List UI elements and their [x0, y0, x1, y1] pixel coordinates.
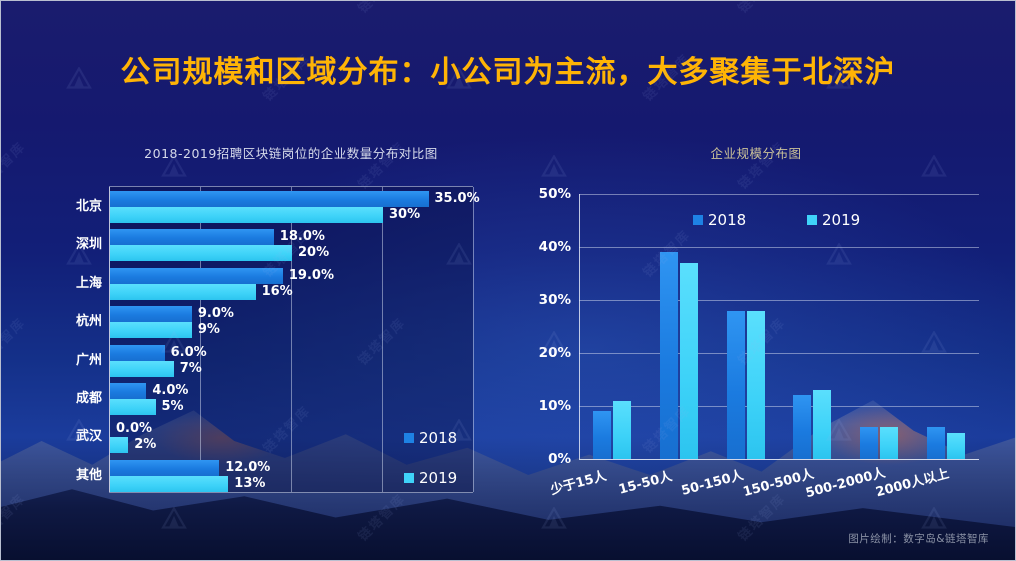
bar-value-2019-深圳: 20%: [298, 245, 330, 261]
bar-2019-50-150人: [746, 310, 765, 459]
watermark-text: 链塔智库: [1, 1, 29, 16]
category-label-其他: 其他: [75, 467, 102, 483]
bar-2018-少于15人: [593, 411, 612, 459]
bar-2019-500-2000人: [880, 427, 898, 459]
y-tick-10%: 10%: [538, 398, 571, 414]
gridline-20: [291, 187, 292, 492]
watermark-text: 链塔智库: [353, 1, 409, 16]
right-legend-item-2018: 2018: [693, 211, 747, 229]
bar-2018-深圳: [110, 229, 274, 246]
right-y-axis-line: [579, 194, 580, 459]
right-chart: 企业规模分布图 2018 2019 50% 40% 30% 20% 10% 0% 少于15人…: [521, 141, 991, 521]
bar-value-2019-武汉: 2%: [134, 437, 157, 453]
bar-2019-其他: [110, 475, 229, 492]
bar-2019-150-500人: [813, 390, 832, 459]
y-tick-50%: 50%: [538, 186, 571, 202]
slide-title: 公司规模和区域分布：小公司为主流，大多聚集于北深沪: [120, 55, 896, 90]
bar-2019-广州: [110, 360, 174, 377]
gridline-30: [382, 187, 383, 492]
gridline-30%: [579, 300, 979, 301]
left-legend-item-2018: 2018: [404, 429, 458, 447]
gridline-40: [473, 187, 474, 492]
bar-2018-广州: [110, 344, 165, 361]
category-label-深圳: 深圳: [75, 237, 102, 253]
category-label-武汉: 武汉: [75, 429, 102, 445]
category-label-成都: 成都: [75, 390, 102, 406]
bar-value-2019-其他: 13%: [234, 475, 266, 491]
y-tick-20%: 20%: [538, 345, 571, 361]
left-legend-item-2019: 2019: [404, 469, 458, 487]
gridline-50%: [579, 194, 979, 195]
bar-2018-50-150人: [726, 310, 745, 459]
bar-2018-15-50人: [660, 252, 678, 459]
bar-value-2018-上海: 19.0%: [288, 267, 334, 283]
legend-swatch-2018: [693, 215, 703, 225]
watermark-text: 链塔智库: [733, 1, 789, 16]
y-tick-40%: 40%: [538, 239, 571, 255]
gridline-10: [200, 187, 201, 492]
legend-label-2018: 2018: [419, 429, 458, 447]
category-label-北京: 北京: [75, 199, 102, 214]
right-chart-plot: [579, 194, 979, 460]
legend-label-2019: 2019: [419, 469, 458, 487]
y-tick-30%: 30%: [538, 292, 571, 308]
bar-value-2019-上海: 16%: [261, 283, 293, 299]
watermark-text: 链塔智库: [1, 315, 29, 369]
category-label-杭州: 杭州: [75, 314, 102, 330]
bar-2019-15-50人: [680, 262, 698, 459]
bar-2018-北京: [110, 191, 429, 207]
bar-value-2018-北京: 35.0%: [434, 191, 480, 206]
bar-2019-上海: [110, 283, 256, 300]
credit-text: 图片绘制：数字岛&链塔智库: [848, 533, 989, 545]
right-chart-title: 企业规模分布图: [710, 146, 802, 161]
bar-value-2018-深圳: 18.0%: [279, 229, 325, 245]
bar-value-2018-成都: 4.0%: [152, 382, 189, 398]
legend-swatch-2018: [404, 433, 414, 443]
legend-swatch-2019: [807, 215, 817, 225]
legend-label-2018: 2018: [708, 211, 747, 229]
gridline-40%: [579, 247, 979, 248]
bar-2019-深圳: [110, 245, 292, 262]
bar-2018-500-2000人: [860, 427, 878, 459]
watermark-logo-icon: [161, 507, 187, 529]
gridline-0%: [579, 459, 979, 460]
watermark-text: 链塔智库: [1, 139, 29, 193]
left-chart-title: 2018-2019招聘区块链岗位的企业数量分布对比图: [144, 146, 438, 161]
bar-2019-成都: [110, 398, 156, 415]
bar-2019-武汉: [110, 437, 129, 454]
bar-value-2018-广州: 6.0%: [170, 344, 207, 360]
y-tick-0%: 0%: [548, 451, 571, 467]
bar-2019-少于15人: [613, 400, 632, 459]
bar-2019-北京: [110, 207, 383, 223]
bar-2018-其他: [110, 459, 220, 476]
gridline-10%: [579, 406, 979, 407]
left-y-axis-line: [109, 187, 110, 492]
bar-value-2018-杭州: 9.0%: [197, 306, 234, 322]
category-label-上海: 上海: [75, 275, 102, 291]
bar-2018-2000人以上: [926, 427, 945, 459]
bar-value-2019-杭州: 9%: [197, 322, 220, 338]
bar-2018-成都: [110, 382, 147, 399]
bar-2018-上海: [110, 267, 283, 284]
bar-value-2018-其他: 12.0%: [225, 459, 271, 475]
bar-value-2018-武汉: 0.0%: [116, 421, 153, 437]
category-label-广州: 广州: [75, 352, 102, 368]
bar-2018-杭州: [110, 306, 192, 323]
bar-2018-150-500人: [793, 395, 812, 459]
legend-swatch-2019: [404, 473, 414, 483]
bar-value-2019-成都: 5%: [161, 398, 184, 414]
bar-2019-杭州: [110, 322, 192, 339]
gridline-20%: [579, 353, 979, 354]
right-legend-item-2019: 2019: [807, 211, 861, 229]
bar-2019-2000人以上: [946, 432, 965, 459]
watermark-text: 链塔智库: [1, 491, 29, 545]
bar-value-2019-广州: 7%: [179, 360, 202, 376]
legend-label-2019: 2019: [822, 211, 861, 229]
bar-value-2019-北京: 30%: [389, 207, 421, 222]
left-chart: 2018-2019招聘区块链岗位的企业数量分布对比图 35.0% 30% 18.0%…: [56, 141, 486, 506]
